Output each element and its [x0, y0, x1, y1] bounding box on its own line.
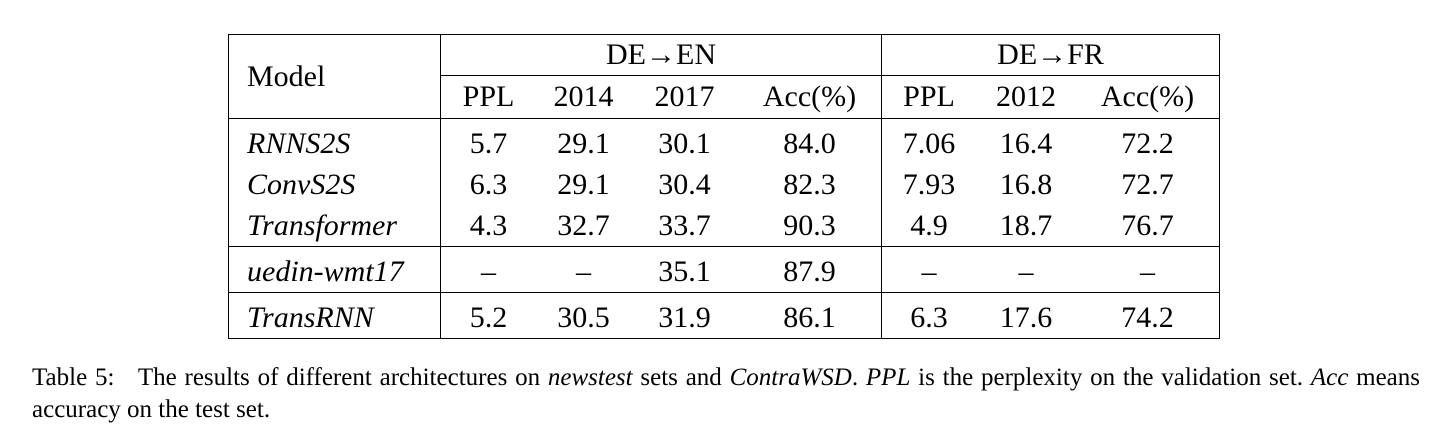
value-cell: 6.3: [469, 167, 508, 201]
value-cell: 84.0: [783, 126, 836, 160]
value-cell: 7.06: [881, 118, 976, 164]
col-header-de-en-2017: 2017: [654, 80, 715, 113]
results-table: Model DE→EN DE→FR PPL 2014 2017 Acc(%) P…: [228, 34, 1220, 339]
value-cell: 6.3: [881, 292, 976, 339]
caption-text-4: is the perplexity on the validation set.: [910, 364, 1311, 391]
caption-text-5: means accuracy on the test set.: [32, 364, 1421, 423]
value-cell: –: [881, 246, 976, 293]
col-header-de-en-ppl: PPL: [462, 80, 515, 113]
model-name-cell: Transformer: [228, 205, 441, 247]
value-cell: 72.2: [1121, 126, 1174, 160]
value-cell: 29.1: [557, 126, 610, 160]
value-cell: 5.2: [469, 300, 508, 334]
caption-text-3: .: [851, 364, 866, 391]
table-header-row: Model DE→EN DE→FR: [228, 34, 1220, 119]
table-row: RNNS2S 5.7 29.1 30.1 84.0 7.06 16.4 72.2: [228, 118, 1220, 164]
value-cell: 74.2: [1121, 300, 1174, 334]
results-table-container: Model DE→EN DE→FR PPL 2014 2017 Acc(%) P…: [228, 34, 1220, 339]
value-cell: 7.93: [881, 164, 976, 205]
caption-term-newstest: newstest: [547, 364, 633, 391]
value-cell: –: [440, 246, 536, 293]
value-cell: 30.4: [658, 167, 711, 201]
value-cell: 18.7: [976, 205, 1076, 247]
col-header-de-en-2014: 2014: [553, 80, 614, 113]
value-cell: 86.1: [783, 300, 836, 334]
value-cell: 90.3: [738, 205, 882, 247]
value-cell: 4.3: [440, 205, 536, 247]
model-name-cell: uedin-wmt17: [228, 246, 441, 293]
table-caption: Table 5: The results of different archit…: [32, 362, 1420, 426]
col-header-de-en-acc: Acc(%): [762, 80, 857, 113]
value-cell: 4.9: [881, 205, 976, 247]
caption-text-1: The results of different architectures o…: [137, 364, 548, 391]
group-header-de-fr: DE→FR: [881, 34, 1220, 76]
caption-term-ppl: PPL: [865, 364, 911, 391]
table-subheader-row: PPL 2014 2017 Acc(%) PPL 2012 Acc(%): [228, 75, 1220, 119]
caption-label: Table 5:: [32, 364, 115, 391]
col-header-de-fr-acc: Acc(%): [1100, 80, 1195, 113]
value-cell: 16.8: [999, 167, 1053, 201]
value-cell: –: [1076, 246, 1220, 293]
model-column-header: Model: [228, 34, 441, 119]
value-cell: 30.5: [557, 300, 610, 334]
table-body: RNNS2S 5.7 29.1 30.1 84.0 7.06 16.4 72.2 ConvS2S…: [228, 118, 1220, 339]
value-cell: 30.1: [658, 126, 711, 160]
value-cell: –: [976, 246, 1076, 293]
value-cell: 32.7: [536, 205, 631, 247]
table-row: TransRNN 5.2 30.5 31.9 86.1 6.3 17.6 74.2: [228, 292, 1220, 339]
col-header-de-fr-2012: 2012: [996, 80, 1056, 113]
value-cell: 29.1: [557, 167, 610, 201]
table-row: uedin-wmt17– –35.1 87.9– – –: [228, 246, 1220, 293]
caption-text-2: sets and: [632, 364, 730, 391]
value-cell: –: [536, 246, 631, 293]
group-header-de-en: DE→EN: [440, 34, 882, 76]
model-name-cell: ConvS2S: [228, 164, 441, 205]
value-cell: 16.4: [999, 126, 1053, 160]
table-row: Transformer 4.3 32.7 33.7 90.3 4.9 18.7 76.7: [228, 205, 1220, 247]
value-cell: 33.7: [631, 205, 738, 247]
value-cell: 31.9: [658, 300, 711, 334]
model-name-cell: TransRNN: [228, 292, 441, 339]
value-cell: 76.7: [1076, 205, 1220, 247]
value-cell: 82.3: [783, 167, 836, 201]
col-header-de-fr-ppl: PPL: [881, 75, 976, 119]
value-cell: 5.7: [469, 126, 508, 160]
caption-term-contrawsd: ContraWSD: [729, 364, 852, 391]
value-cell: 72.7: [1121, 167, 1174, 201]
value-cell: 87.9: [738, 246, 882, 293]
value-cell: 35.1: [631, 246, 738, 293]
value-cell: 17.6: [999, 300, 1053, 334]
caption-term-acc: Acc: [1310, 364, 1349, 391]
table-row: ConvS2S 6.3 29.1 30.4 82.3 7.93 16.8 72.7: [228, 164, 1220, 205]
model-name-cell: RNNS2S: [228, 118, 441, 164]
